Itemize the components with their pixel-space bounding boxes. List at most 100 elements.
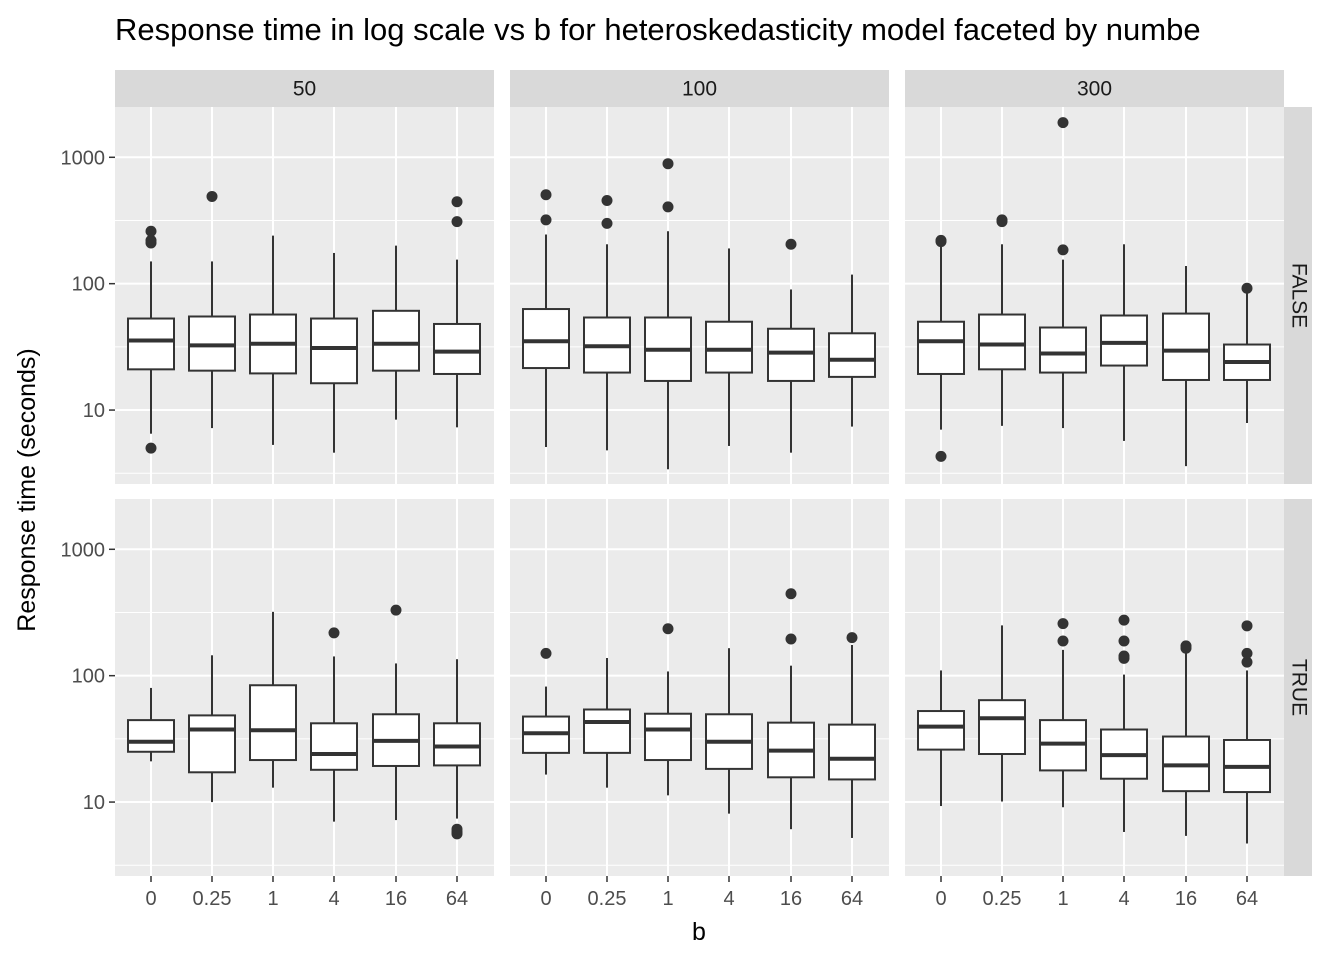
outlier-point [1057, 244, 1069, 256]
panel-100-true: 0 0.25 1 4 16 64 [510, 499, 889, 910]
x-tick-label: 0 [540, 888, 551, 910]
x-axis-title: b [692, 918, 706, 946]
x-tick-label: 4 [723, 888, 734, 910]
outlier-point [1057, 618, 1069, 630]
outlier-point [785, 633, 797, 645]
box-b-64 [1223, 620, 1271, 844]
box-b-0 [522, 647, 570, 775]
outlier-point [785, 238, 797, 250]
facet-strip-label: TRUE [1287, 659, 1310, 716]
box-iqr [127, 317, 175, 371]
box-iqr [372, 309, 420, 372]
box-iqr [978, 699, 1026, 756]
box-iqr [583, 708, 631, 754]
outlier-point [785, 588, 797, 600]
panel-50-true: 10 100 1000 0 0.25 1 4 16 64 [61, 499, 494, 910]
box-b-0 [522, 189, 570, 448]
outlier-point [145, 234, 157, 246]
box-b-1 [644, 623, 692, 796]
box-b-4 [310, 627, 358, 822]
outlier-point [1118, 614, 1130, 626]
x-tick-label: 1 [267, 888, 278, 910]
box-b-4 [1100, 614, 1148, 832]
x-tick-label: 1 [1057, 888, 1068, 910]
box-iqr [917, 320, 965, 375]
box-b-16 [767, 588, 815, 830]
box-iqr [1100, 314, 1148, 367]
facet-strip-label: 100 [682, 78, 717, 101]
x-tick-label: 16 [1175, 888, 1197, 910]
box-b-4 [705, 648, 753, 814]
outlier-point [935, 450, 947, 462]
box-b-0.25 [583, 195, 631, 451]
panel-background [115, 499, 494, 876]
box-iqr [310, 317, 358, 385]
outlier-point [601, 217, 613, 229]
y-tick-label: 100 [72, 666, 105, 688]
box-b-0 [917, 670, 965, 807]
panel-50-false: 10 100 1000 [61, 107, 494, 484]
box-b-0 [917, 234, 965, 462]
panel-background [115, 107, 494, 484]
x-tick-label: 4 [328, 888, 339, 910]
outlier-point [540, 189, 552, 201]
outlier-point [145, 442, 157, 454]
facet-strip-false [1284, 107, 1312, 484]
outlier-point [935, 234, 947, 246]
box-b-64 [828, 632, 876, 838]
box-iqr [433, 322, 481, 375]
chart-title: Response time in log scale vs b for hete… [115, 12, 1201, 47]
box-b-1 [249, 611, 297, 788]
box-b-1 [249, 235, 297, 445]
box-b-64 [828, 274, 876, 427]
x-tick-label: 64 [446, 888, 468, 910]
facet-strip-50 [115, 70, 494, 107]
x-tick-label: 0.25 [193, 888, 232, 910]
box-b-16 [372, 604, 420, 821]
y-tick-label: 1000 [61, 147, 106, 169]
box-b-64 [1223, 282, 1271, 424]
box-iqr [1162, 312, 1210, 381]
outlier-point [390, 604, 402, 616]
box-b-0.25 [188, 190, 236, 429]
x-tick-label: 1 [662, 888, 673, 910]
facet-strip-100 [510, 70, 889, 107]
x-tick-label: 0.25 [588, 888, 627, 910]
outlier-point [1180, 640, 1192, 652]
panel-background [905, 499, 1284, 876]
box-iqr [127, 719, 175, 753]
panel-background [510, 499, 889, 876]
outlier-point [1241, 656, 1253, 668]
panel-background [510, 107, 889, 484]
x-tick-label: 16 [385, 888, 407, 910]
box-iqr [1039, 326, 1087, 374]
x-tick-label: 64 [841, 888, 863, 910]
box-b-4 [1100, 244, 1148, 441]
box-b-0.25 [583, 657, 631, 788]
box-b-1 [644, 158, 692, 470]
outlier-point [662, 201, 674, 213]
outlier-point [662, 623, 674, 635]
box-iqr [644, 712, 692, 762]
panel-300-false [905, 107, 1284, 484]
outlier-point [1241, 647, 1253, 659]
panel-300-true: 0 0.25 1 4 16 64 [905, 499, 1284, 910]
box-iqr [978, 313, 1026, 371]
outlier-point [451, 216, 463, 228]
box-b-16 [372, 245, 420, 420]
x-tick-label: 4 [1118, 888, 1129, 910]
box-b-4 [310, 252, 358, 453]
y-tick-label: 10 [83, 400, 105, 422]
panel-100-false [510, 107, 889, 484]
outlier-point [662, 158, 674, 170]
outlier-point [1057, 117, 1069, 129]
box-b-4 [705, 248, 753, 446]
y-tick-label: 1000 [61, 539, 106, 561]
box-b-0.25 [978, 625, 1026, 802]
x-tick-label: 0.25 [983, 888, 1022, 910]
panel-background [905, 107, 1284, 484]
y-axis-title: Response time (seconds) [13, 348, 41, 631]
y-tick-label: 100 [72, 274, 105, 296]
outlier-point [451, 823, 463, 835]
